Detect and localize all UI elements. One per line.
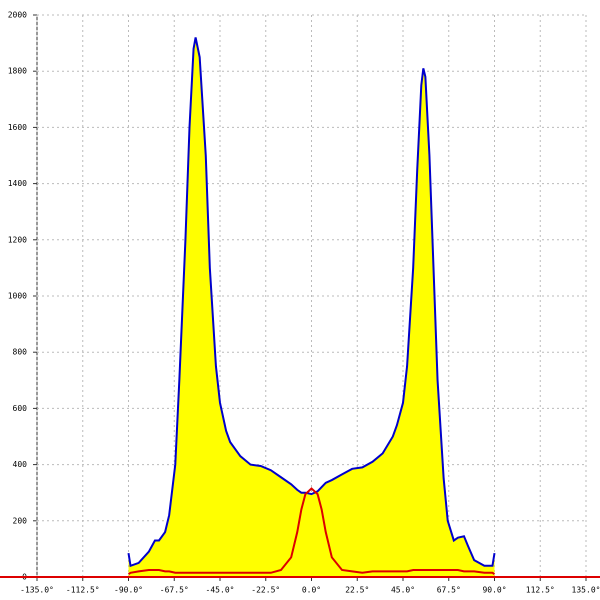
x-tick-label: -22.5° <box>251 586 280 595</box>
x-tick-label: -90.0° <box>114 586 143 595</box>
y-tick-label: 600 <box>13 404 28 413</box>
line <box>127 487 496 576</box>
y-tick-label: 400 <box>13 460 28 469</box>
y-tick-label: 2000 <box>8 11 27 20</box>
x-tick-label: -135.0° <box>20 586 54 595</box>
x-tick-label: -45.0° <box>206 586 235 595</box>
x-tick-label: 22.5° <box>345 586 369 595</box>
x-tick-label: 135.0° <box>572 586 600 595</box>
y-tick-label: 800 <box>13 348 28 357</box>
y-tick-label: 1200 <box>8 235 27 244</box>
x-tick-label: -67.5° <box>160 586 189 595</box>
x-tick-label: 45.0° <box>391 586 415 595</box>
y-tick-label: 1600 <box>8 123 27 132</box>
area <box>128 37 495 578</box>
line <box>127 37 496 568</box>
x-tick-label: 67.5° <box>437 586 461 595</box>
y-tick-label: 1000 <box>8 292 27 301</box>
x-tick-label: 112.5° <box>526 586 555 595</box>
x-tick-label: 0.0° <box>302 586 321 595</box>
y-tick-label: 1800 <box>8 67 27 76</box>
x-tick-label: -112.5° <box>66 586 100 595</box>
x-tick-label: 90.0° <box>482 586 506 595</box>
y-tick-label: 1400 <box>8 179 27 188</box>
y-tick-label: 200 <box>13 516 28 525</box>
